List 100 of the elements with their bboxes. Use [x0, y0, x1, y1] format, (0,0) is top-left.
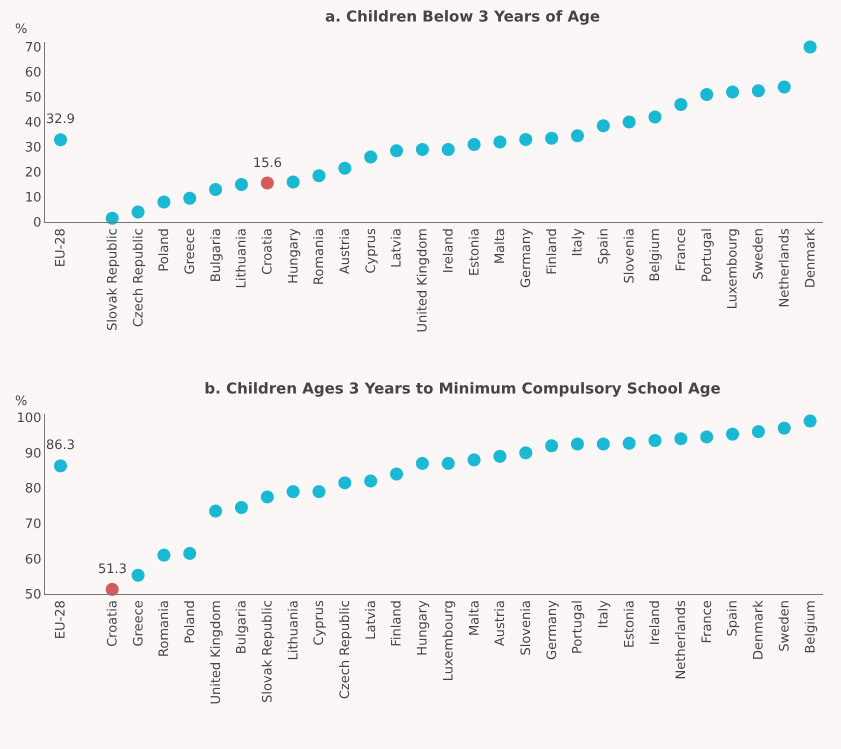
point [157, 196, 170, 208]
x-tick-label: Portugal [570, 600, 586, 654]
point [364, 474, 378, 488]
y-tick-label: 70 [24, 40, 42, 56]
point [234, 178, 248, 191]
x-tick-label: Croatia [105, 600, 120, 647]
point [648, 110, 662, 124]
x-tick-label: EU-28 [54, 228, 69, 268]
x-tick-label: Czech Republic [338, 600, 354, 700]
point [338, 476, 352, 490]
y-tick-label: 70 [24, 516, 42, 532]
x-tick-label: Cyprus [312, 600, 328, 646]
point [442, 456, 455, 470]
x-tick-label: Germany [544, 600, 560, 660]
point [416, 456, 429, 470]
point [54, 459, 68, 472]
x-tick-label: Slovenia [622, 228, 638, 284]
point [570, 129, 584, 142]
y-tick-label: 50 [24, 588, 42, 603]
chart-title: a. Children Below 3 Years of Age [325, 8, 600, 26]
x-tick-label: Greece [182, 228, 198, 274]
x-tick-label: EU-28 [54, 600, 69, 640]
point [622, 436, 636, 450]
x-tick-label: Romania [157, 600, 172, 658]
x-tick-label: Romania [312, 228, 328, 286]
point [493, 136, 506, 148]
point [338, 162, 352, 175]
point [106, 212, 119, 225]
point [622, 116, 636, 128]
point [183, 192, 196, 205]
x-tick-label: Finland [544, 228, 560, 275]
point [804, 40, 817, 54]
y-tick-label: 100 [16, 411, 42, 426]
x-tick-label: Poland [182, 600, 198, 644]
x-tick-label: Belgium [803, 600, 818, 654]
x-tick-label: Croatia [260, 228, 276, 275]
y-tick-label: 10 [24, 190, 42, 206]
x-tick-label: Ireland [441, 228, 456, 274]
point [364, 150, 378, 164]
x-tick-label: Ireland [648, 600, 664, 646]
x-tick-label: Netherlands [674, 600, 690, 680]
x-tick-label: Cyprus [364, 228, 379, 274]
point [157, 548, 170, 562]
y-tick-label: 40 [24, 116, 42, 131]
x-tick-label: Lithuania [234, 228, 250, 288]
point [596, 438, 610, 450]
y-tick-label: 30 [24, 140, 42, 156]
point [493, 450, 506, 463]
x-tick-label: Luxembourg [441, 600, 456, 682]
point [54, 133, 68, 146]
point [106, 582, 119, 596]
point [286, 176, 300, 188]
point [778, 80, 791, 94]
point [286, 485, 300, 498]
x-tick-label: Bulgaria [234, 600, 250, 654]
x-tick-label: United Kingdom [208, 600, 224, 705]
point [234, 501, 248, 514]
point [726, 428, 740, 441]
y-tick-label: 50 [24, 90, 42, 106]
x-tick-label: Poland [157, 228, 172, 272]
y-axis-title: % [15, 22, 28, 37]
point [390, 144, 404, 158]
x-tick-label: Bulgaria [208, 228, 224, 282]
x-tick-label: Italy [596, 600, 612, 628]
x-tick-label: Portugal [700, 228, 715, 282]
annotation: 51.3 [98, 562, 127, 577]
x-tick-label: Denmark [752, 600, 767, 660]
x-tick-label: United Kingdom [416, 228, 431, 333]
point [416, 143, 429, 156]
point [442, 143, 455, 156]
x-tick-label: Finland [390, 600, 405, 647]
x-tick-label: Lithuania [286, 600, 302, 660]
x-tick-label: Malta [467, 600, 482, 636]
point [390, 468, 404, 480]
x-tick-label: Belgium [648, 228, 664, 282]
x-tick-label: Hungary [416, 600, 431, 656]
point [752, 425, 765, 438]
point [545, 439, 558, 452]
x-tick-label: Czech Republic [131, 228, 146, 328]
point [778, 422, 791, 435]
point [674, 432, 688, 446]
point [752, 84, 765, 98]
x-tick-label: Latvia [390, 228, 405, 268]
point [570, 438, 584, 450]
x-tick-label: Hungary [286, 228, 302, 284]
point [260, 490, 274, 504]
point [804, 414, 817, 428]
y-tick-label: 20 [24, 166, 42, 181]
x-tick-label: Slovak Republic [260, 600, 276, 703]
point [726, 86, 740, 98]
x-tick-label: Netherlands [777, 228, 792, 308]
x-tick-label: Spain [726, 600, 741, 637]
point [132, 568, 145, 582]
point [519, 446, 532, 460]
point [132, 206, 145, 218]
x-tick-label: Luxembourg [726, 228, 741, 310]
point [312, 485, 326, 498]
point [468, 138, 481, 151]
x-tick-label: France [700, 600, 715, 644]
x-tick-label: Spain [596, 228, 612, 265]
